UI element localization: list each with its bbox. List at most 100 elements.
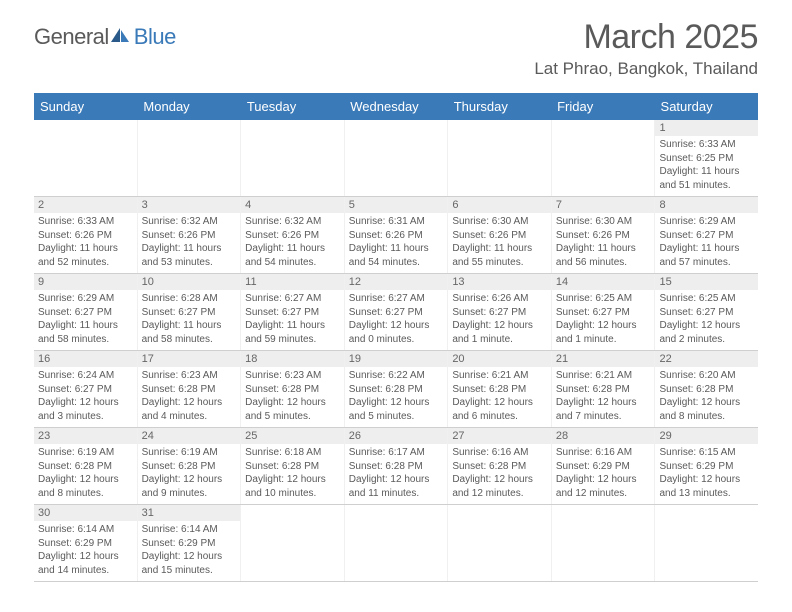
day-info: Sunrise: 6:26 AMSunset: 6:27 PMDaylight:… (452, 292, 547, 346)
sunrise: Sunrise: 6:19 AM (142, 446, 237, 460)
day-header-cell: Monday (137, 93, 240, 120)
day-info: Sunrise: 6:32 AMSunset: 6:26 PMDaylight:… (245, 215, 340, 269)
day-number: 2 (34, 197, 137, 213)
day-number: 16 (34, 351, 137, 367)
sunset: Sunset: 6:27 PM (659, 229, 754, 243)
day-cell: 23 Sunrise: 6:19 AMSunset: 6:28 PMDayligh… (34, 428, 138, 504)
daylight: Daylight: 12 hours and 1 minute. (556, 319, 651, 346)
sunrise: Sunrise: 6:30 AM (452, 215, 547, 229)
day-number: 1 (655, 120, 758, 136)
day-cell: 15Sunrise: 6:25 AMSunset: 6:27 PMDayligh… (655, 274, 758, 350)
daylight: Daylight: 12 hours and 14 minutes. (38, 550, 133, 577)
sunrise: Sunrise: 6:25 AM (659, 292, 754, 306)
sunrise: Sunrise: 6:27 AM (245, 292, 340, 306)
day-number: 5 (345, 197, 448, 213)
daylight: Daylight: 12 hours and 4 minutes. (142, 396, 237, 423)
day-cell: 5 Sunrise: 6:31 AMSunset: 6:26 PMDaylight… (345, 197, 449, 273)
day-number: 4 (241, 197, 344, 213)
sunrise: Sunrise: 6:21 AM (452, 369, 547, 383)
empty-cell (552, 505, 656, 581)
day-number: 11 (241, 274, 344, 290)
day-cell: 31Sunrise: 6:14 AMSunset: 6:29 PMDayligh… (138, 505, 242, 581)
day-number: 25 (241, 428, 344, 444)
day-number: 20 (448, 351, 551, 367)
sunset: Sunset: 6:28 PM (38, 460, 133, 474)
empty-cell (34, 120, 138, 196)
sunset: Sunset: 6:26 PM (349, 229, 444, 243)
sunset: Sunset: 6:29 PM (142, 537, 237, 551)
day-cell: 26 Sunrise: 6:17 AMSunset: 6:28 PMDayligh… (345, 428, 449, 504)
sunrise: Sunrise: 6:14 AM (142, 523, 237, 537)
daylight: Daylight: 11 hours and 56 minutes. (556, 242, 651, 269)
sunrise: Sunrise: 6:28 AM (142, 292, 237, 306)
day-cell: 10 Sunrise: 6:28 AMSunset: 6:27 PMDayligh… (138, 274, 242, 350)
daylight: Daylight: 12 hours and 0 minutes. (349, 319, 444, 346)
day-number: 26 (345, 428, 448, 444)
sunset: Sunset: 6:27 PM (452, 306, 547, 320)
empty-cell (138, 120, 242, 196)
daylight: Daylight: 12 hours and 8 minutes. (659, 396, 754, 423)
sunset: Sunset: 6:27 PM (659, 306, 754, 320)
day-cell: 1 Sunrise: 6:33 AMSunset: 6:25 PMDaylight… (655, 120, 758, 196)
daylight: Daylight: 11 hours and 55 minutes. (452, 242, 547, 269)
day-cell: 24Sunrise: 6:19 AMSunset: 6:28 PMDayligh… (138, 428, 242, 504)
day-info: Sunrise: 6:19 AMSunset: 6:28 PMDaylight:… (38, 446, 133, 500)
sunrise: Sunrise: 6:23 AM (142, 369, 237, 383)
sunset: Sunset: 6:28 PM (245, 383, 340, 397)
sunset: Sunset: 6:28 PM (452, 383, 547, 397)
day-cell: 9Sunrise: 6:29 AMSunset: 6:27 PMDaylight… (34, 274, 138, 350)
day-number: 8 (655, 197, 758, 213)
day-info: Sunrise: 6:14 AMSunset: 6:29 PMDaylight:… (38, 523, 133, 577)
day-info: Sunrise: 6:21 AMSunset: 6:28 PMDaylight:… (556, 369, 651, 423)
sunrise: Sunrise: 6:31 AM (349, 215, 444, 229)
day-cell: 21Sunrise: 6:21 AMSunset: 6:28 PMDayligh… (552, 351, 656, 427)
sunrise: Sunrise: 6:26 AM (452, 292, 547, 306)
sunset: Sunset: 6:28 PM (142, 383, 237, 397)
daylight: Daylight: 11 hours and 54 minutes. (349, 242, 444, 269)
day-header-cell: Tuesday (241, 93, 344, 120)
daylight: Daylight: 12 hours and 6 minutes. (452, 396, 547, 423)
day-header-cell: Saturday (655, 93, 758, 120)
day-cell: 6Sunrise: 6:30 AMSunset: 6:26 PMDaylight… (448, 197, 552, 273)
day-info: Sunrise: 6:33 AMSunset: 6:25 PMDaylight:… (659, 138, 754, 192)
day-cell: 19 Sunrise: 6:22 AMSunset: 6:28 PMDayligh… (345, 351, 449, 427)
title-block: March 2025 Lat Phrao, Bangkok, Thailand (534, 18, 758, 79)
daylight: Daylight: 12 hours and 8 minutes. (38, 473, 133, 500)
day-cell: 20 Sunrise: 6:21 AMSunset: 6:28 PMDayligh… (448, 351, 552, 427)
sunset: Sunset: 6:29 PM (659, 460, 754, 474)
sunrise: Sunrise: 6:29 AM (38, 292, 133, 306)
day-cell: 12Sunrise: 6:27 AMSunset: 6:27 PMDayligh… (345, 274, 449, 350)
day-cell: 27Sunrise: 6:16 AMSunset: 6:28 PMDayligh… (448, 428, 552, 504)
day-info: Sunrise: 6:16 AMSunset: 6:29 PMDaylight:… (556, 446, 651, 500)
daylight: Daylight: 11 hours and 58 minutes. (38, 319, 133, 346)
daylight: Daylight: 12 hours and 5 minutes. (349, 396, 444, 423)
sunrise: Sunrise: 6:32 AM (142, 215, 237, 229)
day-cell: 7Sunrise: 6:30 AMSunset: 6:26 PMDaylight… (552, 197, 656, 273)
daylight: Daylight: 12 hours and 10 minutes. (245, 473, 340, 500)
sunset: Sunset: 6:29 PM (38, 537, 133, 551)
day-info: Sunrise: 6:28 AMSunset: 6:27 PMDaylight:… (142, 292, 237, 346)
day-info: Sunrise: 6:24 AMSunset: 6:27 PMDaylight:… (38, 369, 133, 423)
day-info: Sunrise: 6:22 AMSunset: 6:28 PMDaylight:… (349, 369, 444, 423)
day-number: 10 (138, 274, 241, 290)
sunrise: Sunrise: 6:22 AM (349, 369, 444, 383)
day-number: 23 (34, 428, 137, 444)
day-info: Sunrise: 6:27 AMSunset: 6:27 PMDaylight:… (349, 292, 444, 346)
day-cell: 22Sunrise: 6:20 AMSunset: 6:28 PMDayligh… (655, 351, 758, 427)
sunrise: Sunrise: 6:14 AM (38, 523, 133, 537)
day-number: 19 (345, 351, 448, 367)
daylight: Daylight: 12 hours and 5 minutes. (245, 396, 340, 423)
day-info: Sunrise: 6:32 AMSunset: 6:26 PMDaylight:… (142, 215, 237, 269)
day-info: Sunrise: 6:21 AMSunset: 6:28 PMDaylight:… (452, 369, 547, 423)
empty-cell (655, 505, 758, 581)
daylight: Daylight: 12 hours and 12 minutes. (452, 473, 547, 500)
sunrise: Sunrise: 6:21 AM (556, 369, 651, 383)
day-info: Sunrise: 6:29 AMSunset: 6:27 PMDaylight:… (659, 215, 754, 269)
week-row: 30Sunrise: 6:14 AMSunset: 6:29 PMDayligh… (34, 505, 758, 582)
sunset: Sunset: 6:27 PM (142, 306, 237, 320)
day-cell: 13Sunrise: 6:26 AMSunset: 6:27 PMDayligh… (448, 274, 552, 350)
day-info: Sunrise: 6:17 AMSunset: 6:28 PMDaylight:… (349, 446, 444, 500)
sunset: Sunset: 6:28 PM (659, 383, 754, 397)
day-header-cell: Sunday (34, 93, 137, 120)
sunrise: Sunrise: 6:16 AM (556, 446, 651, 460)
